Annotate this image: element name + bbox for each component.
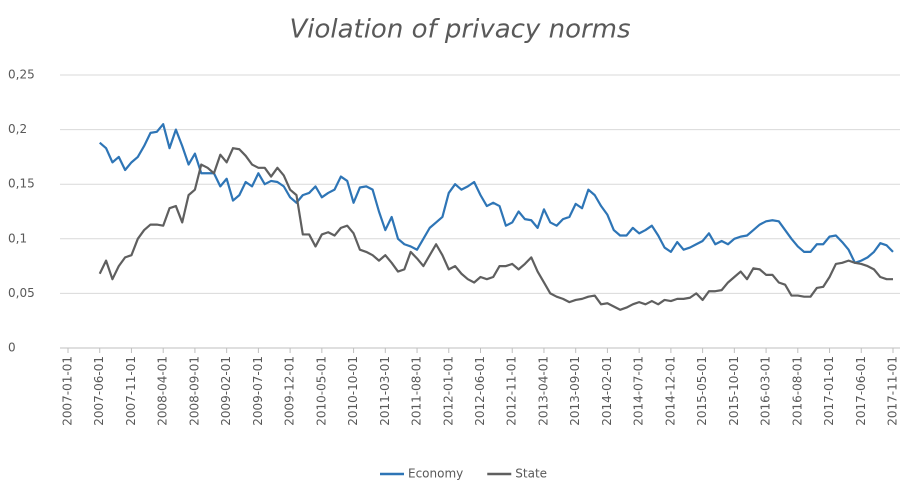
x-tick-label: 2014-02-01 xyxy=(600,356,614,426)
x-tick-label: 2011-08-01 xyxy=(410,356,424,426)
series-line xyxy=(99,123,894,264)
chart-title: Violation of privacy norms xyxy=(289,15,630,45)
x-tick-label: 2013-04-01 xyxy=(536,356,550,426)
y-tick-label: 0,05 xyxy=(8,286,35,300)
x-tick-label: 2007-11-01 xyxy=(124,356,138,426)
x-tick-label: 2017-06-01 xyxy=(854,356,868,426)
x-tick-label: 2014-12-01 xyxy=(663,356,677,426)
y-tick-label: 0,1 xyxy=(8,231,27,245)
y-tick-label: 0,15 xyxy=(8,177,35,191)
x-tick-label: 2012-06-01 xyxy=(473,356,487,426)
x-tick-label: 2014-07-01 xyxy=(632,356,646,426)
x-tick-label: 2016-03-01 xyxy=(759,356,773,426)
y-tick-label: 0,2 xyxy=(8,122,27,136)
x-tick-label: 2015-05-01 xyxy=(695,356,709,426)
legend-label: State xyxy=(515,467,547,481)
x-tick-label: 2010-05-01 xyxy=(314,356,328,426)
x-tick-label: 2007-06-01 xyxy=(92,356,106,426)
x-tick-label: 2017-11-01 xyxy=(886,356,900,426)
series-line xyxy=(98,147,893,311)
x-tick-label: 2007-01-01 xyxy=(61,356,75,426)
y-tick-label: 0 xyxy=(8,341,16,355)
x-tick-label: 2009-07-01 xyxy=(251,356,265,426)
x-tick-label: 2012-01-01 xyxy=(441,356,455,426)
x-tick-label: 2017-01-01 xyxy=(822,356,836,426)
x-tick-label: 2012-11-01 xyxy=(505,356,519,426)
x-tick-label: 2013-09-01 xyxy=(568,356,582,426)
x-tick-label: 2008-09-01 xyxy=(187,356,201,426)
x-tick-label: 2011-03-01 xyxy=(378,356,392,426)
x-tick-label: 2010-10-01 xyxy=(346,356,360,426)
legend-label: Economy xyxy=(408,467,463,481)
y-tick-label: 0,25 xyxy=(8,68,35,82)
x-tick-label: 2015-10-01 xyxy=(727,356,741,426)
x-tick-label: 2009-12-01 xyxy=(283,356,297,426)
x-tick-label: 2008-04-01 xyxy=(156,356,170,426)
x-tick-label: 2009-02-01 xyxy=(219,356,233,426)
x-tick-label: 2016-08-01 xyxy=(790,356,804,426)
